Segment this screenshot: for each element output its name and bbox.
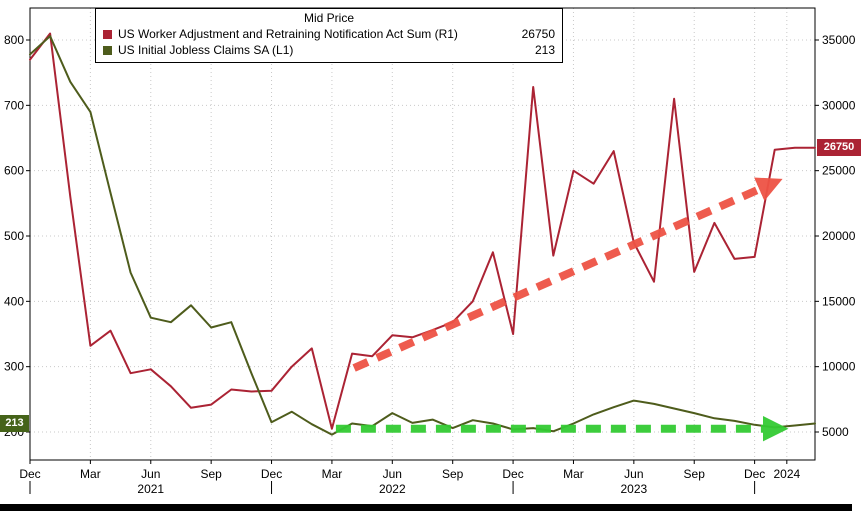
svg-text:Mar: Mar: [322, 467, 343, 481]
svg-text:Dec: Dec: [19, 467, 40, 481]
svg-text:700: 700: [4, 98, 24, 112]
svg-text:300: 300: [4, 360, 24, 374]
svg-text:Dec: Dec: [261, 467, 282, 481]
legend-item-warn-act[interactable]: US Worker Adjustment and Retraining Noti…: [103, 26, 555, 42]
svg-text:500: 500: [4, 229, 24, 243]
legend-value-jobless-claims: 213: [534, 43, 555, 57]
svg-text:Jun: Jun: [141, 467, 160, 481]
svg-text:35000: 35000: [822, 33, 856, 47]
svg-text:Jun: Jun: [624, 467, 643, 481]
svg-text:400: 400: [4, 294, 24, 308]
svg-text:Sep: Sep: [684, 467, 706, 481]
left-axis-badge: 213: [0, 415, 29, 432]
legend-box: Mid Price US Worker Adjustment and Retra…: [95, 8, 563, 63]
svg-text:Dec: Dec: [744, 467, 765, 481]
svg-text:30000: 30000: [822, 98, 856, 112]
svg-text:Sep: Sep: [200, 467, 222, 481]
svg-text:2023: 2023: [620, 482, 647, 496]
svg-text:20000: 20000: [822, 229, 856, 243]
svg-text:2021: 2021: [137, 482, 164, 496]
series-swatch-red: [103, 29, 112, 39]
right-axis-badge: 26750: [817, 139, 861, 156]
svg-text:Dec: Dec: [502, 467, 523, 481]
legend-title: Mid Price: [303, 11, 354, 25]
svg-text:15000: 15000: [822, 294, 856, 308]
legend-label-warn-act: US Worker Adjustment and Retraining Noti…: [118, 27, 458, 41]
svg-text:10000: 10000: [822, 360, 856, 374]
legend-item-jobless-claims[interactable]: US Initial Jobless Claims SA (L1) 213: [103, 42, 555, 58]
svg-text:5000: 5000: [822, 425, 849, 439]
svg-text:600: 600: [4, 164, 24, 178]
svg-text:2022: 2022: [379, 482, 406, 496]
svg-text:800: 800: [4, 33, 24, 47]
legend-value-warn-act: 26750: [521, 27, 555, 41]
legend-label-jobless-claims: US Initial Jobless Claims SA (L1): [118, 43, 294, 57]
series-swatch-green: [103, 45, 112, 55]
svg-text:Jun: Jun: [383, 467, 402, 481]
svg-text:Sep: Sep: [442, 467, 464, 481]
svg-text:25000: 25000: [822, 164, 856, 178]
svg-text:Mar: Mar: [563, 467, 584, 481]
svg-text:Mar: Mar: [80, 467, 101, 481]
svg-text:2024: 2024: [773, 467, 800, 481]
